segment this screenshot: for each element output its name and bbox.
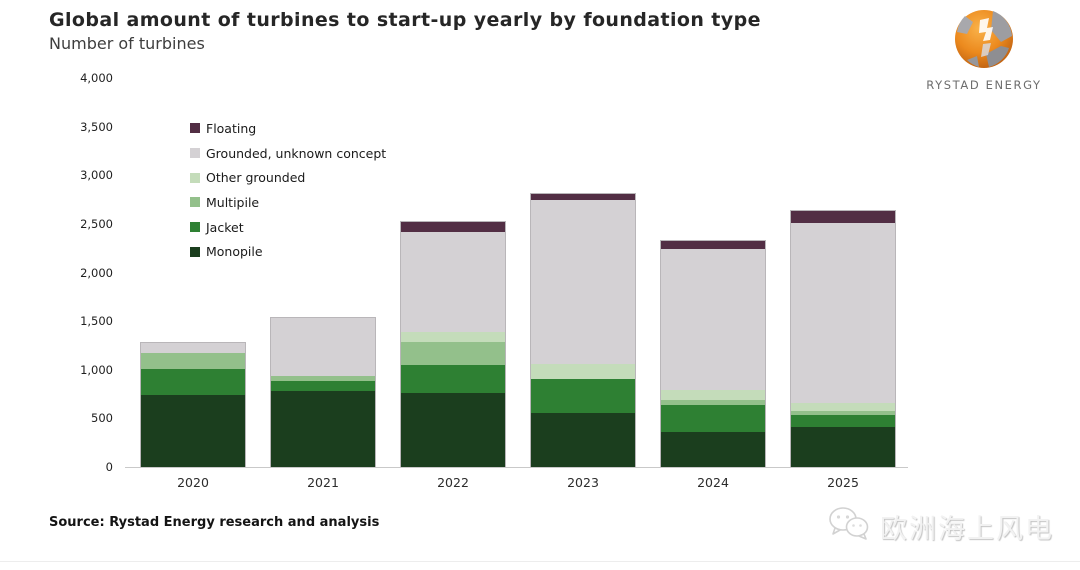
bar-segment-multipile bbox=[401, 342, 505, 365]
logo-brand-text: RYSTAD ENERGY bbox=[926, 78, 1042, 92]
bar-segment-monopile bbox=[661, 431, 765, 467]
x-axis-tick-label: 2023 bbox=[567, 475, 599, 490]
bar-segment-floating bbox=[791, 210, 895, 224]
bar-segment-floating bbox=[661, 241, 765, 250]
legend-swatch-icon bbox=[190, 197, 200, 208]
bar-segment-jacket bbox=[531, 378, 635, 414]
bar-segment-monopile bbox=[141, 395, 245, 467]
legend-swatch-icon bbox=[190, 246, 200, 257]
y-axis-tick-label: 3,500 bbox=[80, 119, 113, 134]
bar-segment-jacket bbox=[401, 364, 505, 394]
y-axis-tick-label: 3,000 bbox=[80, 168, 113, 183]
wechat-icon bbox=[826, 504, 880, 548]
stacked-bar-2021 bbox=[270, 317, 376, 468]
bar-segment-other-grounded bbox=[401, 332, 505, 343]
legend-label: Floating bbox=[206, 120, 257, 136]
bar-segment-floating bbox=[401, 222, 505, 233]
legend-item: Floating bbox=[190, 116, 386, 141]
bar-segment-other-grounded bbox=[661, 389, 765, 400]
bar-segment-multipile bbox=[661, 399, 765, 405]
bar-segment-grounded-unknown-concept bbox=[141, 342, 245, 354]
y-axis-tick-label: 500 bbox=[91, 411, 113, 426]
x-axis-tick-label: 2022 bbox=[437, 475, 469, 490]
legend-label: Monopile bbox=[206, 244, 263, 260]
bar-segment-jacket bbox=[271, 381, 375, 392]
source-note: Source: Rystad Energy research and analy… bbox=[49, 515, 380, 530]
bar-segment-jacket bbox=[141, 369, 245, 396]
legend-item: Jacket bbox=[190, 215, 386, 240]
bar-segment-other-grounded bbox=[791, 403, 895, 411]
bar-segment-grounded-unknown-concept bbox=[401, 232, 505, 333]
legend-swatch-icon bbox=[190, 148, 200, 159]
chart-subtitle: Number of turbines bbox=[49, 34, 205, 53]
bar-segment-monopile bbox=[791, 427, 895, 467]
x-axis-tick-label: 2020 bbox=[177, 475, 209, 490]
x-axis-tick-label: 2025 bbox=[827, 475, 859, 490]
legend-swatch-icon bbox=[190, 123, 200, 134]
bar-segment-floating bbox=[531, 194, 635, 200]
x-axis-tick-label: 2024 bbox=[697, 475, 729, 490]
bar-segment-grounded-unknown-concept bbox=[791, 223, 895, 404]
stacked-bar-2025 bbox=[790, 209, 896, 468]
bar-segment-multipile bbox=[271, 376, 375, 382]
bar-segment-multipile bbox=[141, 353, 245, 370]
legend-swatch-icon bbox=[190, 222, 200, 233]
y-axis-tick-label: 1,000 bbox=[80, 362, 113, 377]
bar-segment-monopile bbox=[401, 393, 505, 467]
y-axis-tick-label: 4,000 bbox=[80, 71, 113, 85]
globe-icon bbox=[953, 8, 1015, 70]
x-axis-tick-label: 2021 bbox=[307, 475, 339, 490]
bar-segment-jacket bbox=[661, 404, 765, 432]
legend-label: Jacket bbox=[206, 219, 244, 235]
watermark: 欧洲海上风电 bbox=[826, 504, 1054, 548]
legend: Floating Grounded, unknown concept Other g… bbox=[190, 116, 386, 264]
bar-segment-monopile bbox=[271, 391, 375, 467]
stacked-bar-2022 bbox=[400, 221, 506, 468]
stacked-bar-2020 bbox=[140, 341, 246, 468]
y-axis-tick-label: 2,500 bbox=[80, 216, 113, 231]
stacked-bar-2024 bbox=[660, 240, 766, 468]
bar-segment-grounded-unknown-concept bbox=[531, 199, 635, 364]
bar-segment-jacket bbox=[791, 415, 895, 428]
bottom-divider bbox=[0, 561, 1080, 562]
legend-item: Grounded, unknown concept bbox=[190, 141, 386, 166]
legend-swatch-icon bbox=[190, 172, 200, 183]
legend-label: Multipile bbox=[206, 194, 260, 210]
bar-segment-multipile bbox=[791, 410, 895, 416]
legend-item: Monopile bbox=[190, 239, 386, 264]
legend-label: Other grounded bbox=[206, 170, 306, 186]
bar-segment-grounded-unknown-concept bbox=[271, 318, 375, 377]
legend-item: Other grounded bbox=[190, 165, 386, 190]
watermark-text: 欧洲海上风电 bbox=[880, 513, 1054, 545]
y-axis-tick-label: 2,000 bbox=[80, 265, 113, 280]
legend-item: Multipile bbox=[190, 190, 386, 215]
legend-label: Grounded, unknown concept bbox=[206, 145, 387, 161]
chart-title: Global amount of turbines to start-up ye… bbox=[49, 9, 761, 31]
bar-segment-other-grounded bbox=[531, 363, 635, 379]
bar-segment-monopile bbox=[531, 413, 635, 467]
x-axis-line bbox=[125, 467, 908, 468]
stacked-bar-2023 bbox=[530, 193, 636, 468]
rystad-energy-logo: RYSTAD ENERGY bbox=[914, 8, 1054, 92]
y-axis-tick-label: 0 bbox=[105, 460, 113, 474]
y-axis-tick-label: 1,500 bbox=[80, 314, 113, 329]
bar-segment-grounded-unknown-concept bbox=[661, 249, 765, 390]
